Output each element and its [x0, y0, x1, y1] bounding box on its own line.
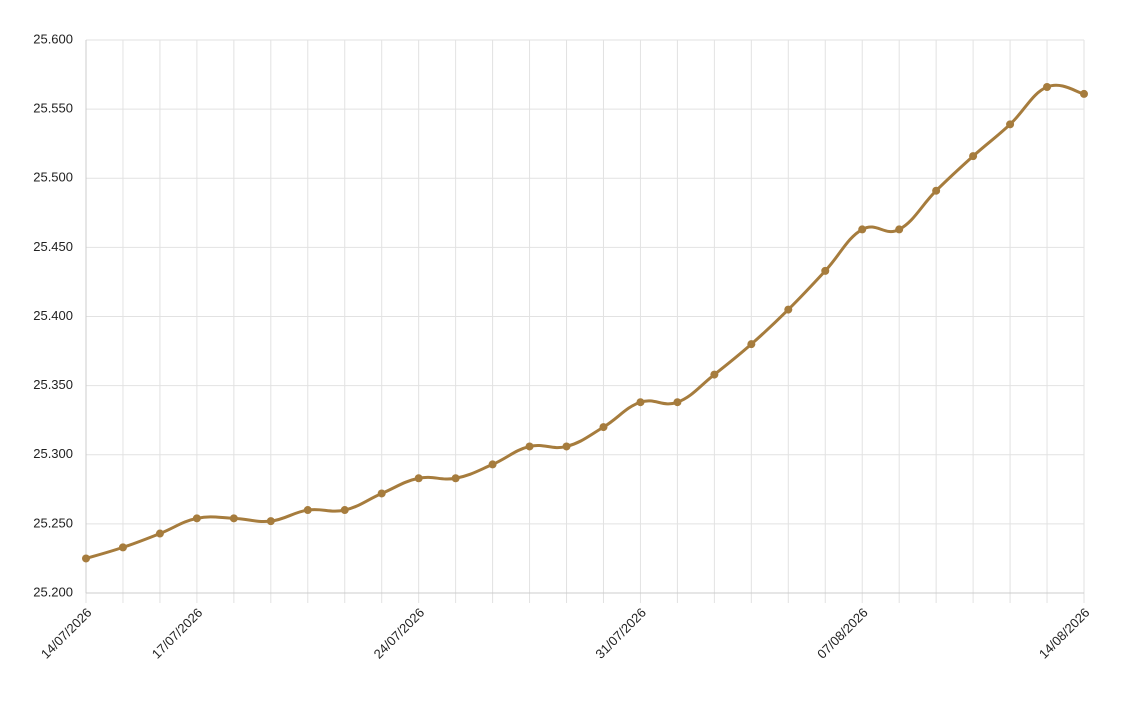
point: [340, 506, 349, 515]
x-tick-label: 07/08/2026: [814, 605, 871, 662]
y-tick-label: 25.450: [33, 239, 73, 254]
point: [82, 554, 90, 563]
point: [599, 423, 608, 432]
point: [266, 517, 275, 526]
point: [895, 225, 904, 234]
point: [562, 442, 571, 451]
y-tick-label: 25.250: [33, 515, 73, 530]
x-tick-label: 31/07/2026: [592, 605, 649, 662]
point: [229, 514, 238, 523]
point: [932, 186, 941, 195]
point: [414, 474, 423, 483]
point: [673, 398, 682, 407]
point: [192, 514, 201, 523]
line: [85, 83, 1085, 560]
point: [377, 489, 386, 498]
y-tick-label: 25.600: [33, 31, 73, 46]
y-tick-label: 25.350: [33, 377, 73, 392]
x-tick-label: 24/07/2026: [371, 605, 428, 662]
y-tick-label: 25.550: [33, 101, 73, 116]
y-tick-label: 25.400: [33, 308, 73, 323]
point: [1006, 120, 1015, 129]
point: [1043, 83, 1052, 92]
point: [784, 305, 793, 314]
point: [636, 398, 645, 407]
point: [155, 529, 164, 538]
point: [488, 460, 497, 469]
x-tick-label: 14/07/2026: [38, 605, 95, 662]
y-tick-label: 25.200: [33, 584, 73, 599]
x-tick-label: 17/07/2026: [149, 605, 206, 662]
y-tick-label: 25.500: [33, 170, 73, 185]
x-tick-label: 14/08/2026: [1036, 605, 1093, 662]
point: [821, 266, 830, 275]
point: [451, 474, 460, 483]
y-tick-label: 25.300: [33, 446, 73, 461]
point: [747, 340, 756, 349]
point: [118, 543, 127, 552]
point: [303, 506, 312, 515]
point: [710, 370, 719, 379]
point: [1080, 89, 1088, 98]
point: [969, 152, 978, 161]
point: [858, 225, 867, 234]
point: [525, 442, 534, 451]
